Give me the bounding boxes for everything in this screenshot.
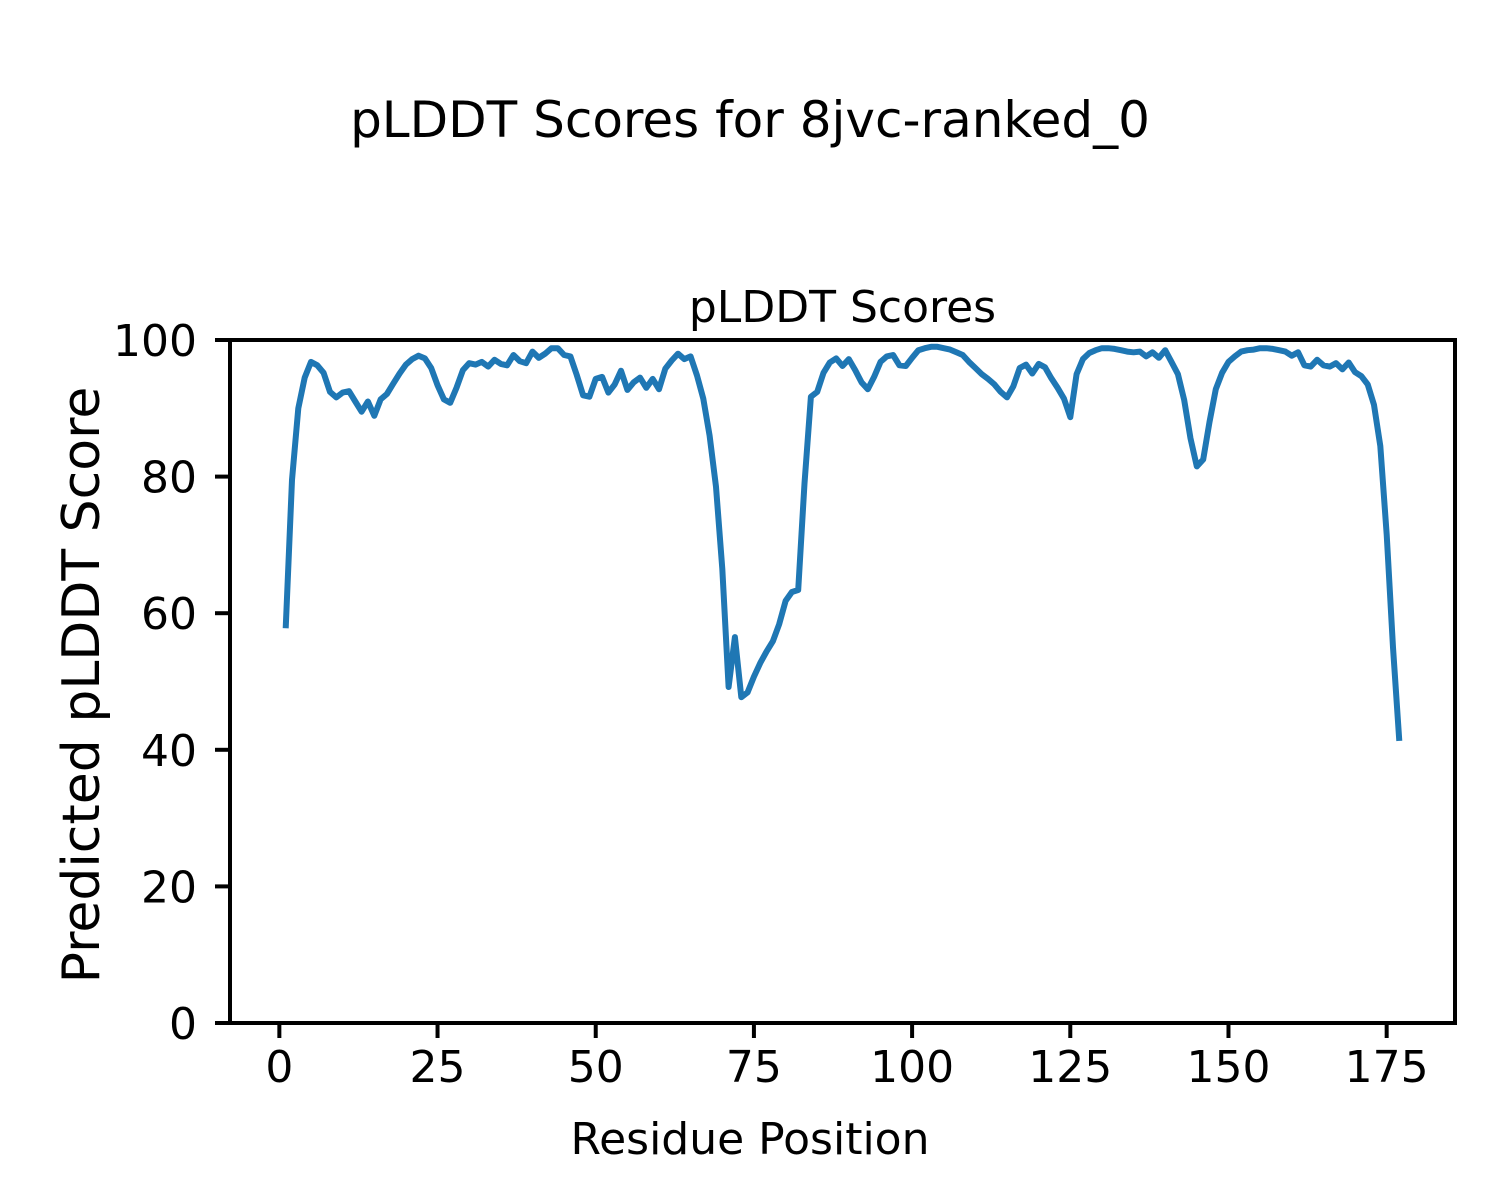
x-tick-label: 125 <box>1028 1042 1112 1093</box>
x-tick-label: 25 <box>410 1042 466 1093</box>
y-tick-label: 80 <box>141 453 197 504</box>
x-tick-label: 50 <box>568 1042 624 1093</box>
x-tick-label: 75 <box>726 1042 782 1093</box>
axes-frame <box>228 338 1457 1025</box>
axes-title: pLDDT Scores <box>688 282 997 333</box>
x-axis-label: Residue Position <box>570 1114 930 1165</box>
x-tick-label: 100 <box>870 1042 954 1093</box>
y-tick-label: 20 <box>141 862 197 913</box>
x-tick-label: 150 <box>1186 1042 1270 1093</box>
figure-title: pLDDT Scores for 8jvc-ranked_0 <box>350 91 1150 149</box>
plddt-line <box>282 343 1403 742</box>
y-axis-label: Predicted pLDDT Score <box>52 386 112 984</box>
y-tick-label: 100 <box>113 316 197 367</box>
y-tick-label: 60 <box>141 589 197 640</box>
y-tick-label: 40 <box>141 726 197 777</box>
y-tick-label: 0 <box>169 999 197 1050</box>
x-tick-label: 0 <box>265 1042 293 1093</box>
x-tick-label: 175 <box>1345 1042 1429 1093</box>
